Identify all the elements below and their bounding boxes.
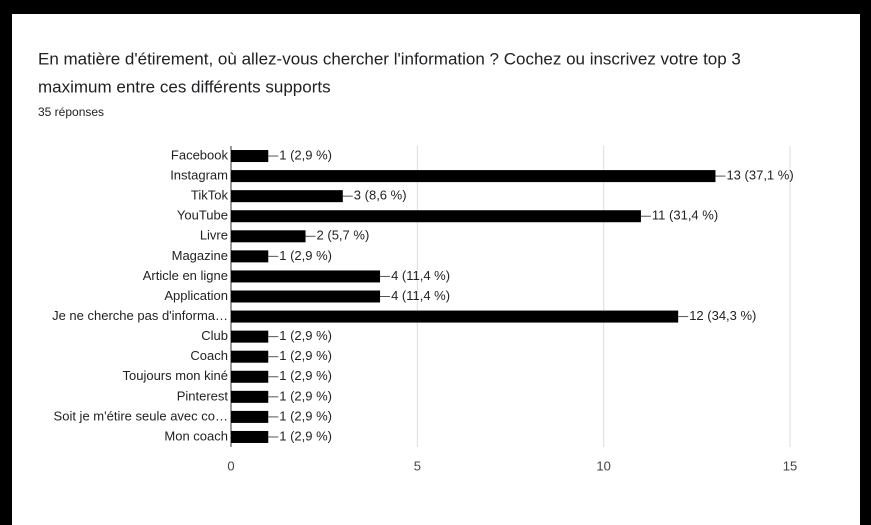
x-tick-label: 5 [414, 458, 421, 473]
frame-top [0, 0, 871, 14]
frame-left [0, 0, 12, 525]
data-label: 2 (5,7 %) [317, 228, 370, 243]
chart-subtitle: 35 réponses [38, 105, 104, 119]
chart-title: En matière d'étirement, où allez-vous ch… [38, 49, 741, 68]
y-tick-label: Magazine [172, 248, 228, 263]
data-label: 3 (8,6 %) [354, 188, 407, 203]
bar [231, 190, 343, 203]
bar [231, 430, 269, 443]
y-tick-label: TikTok [191, 188, 229, 203]
y-tick-label: Facebook [171, 147, 229, 162]
y-tick-label: Livre [200, 228, 228, 243]
chart-title-line2: maximum entre ces différents supports [38, 77, 331, 96]
data-label: 1 (2,9 %) [279, 428, 332, 443]
y-tick-label: Article en ligne [143, 268, 228, 283]
data-label: 13 (37,1 %) [726, 168, 793, 183]
bar [231, 410, 269, 423]
data-label: 1 (2,9 %) [279, 348, 332, 363]
bar [231, 270, 381, 283]
x-tick-label: 10 [596, 458, 610, 473]
data-label: 1 (2,9 %) [279, 408, 332, 423]
data-label: 1 (2,9 %) [279, 147, 332, 162]
y-tick-label: Club [201, 328, 228, 343]
y-tick-label: Pinterest [177, 388, 229, 403]
bar [231, 330, 269, 343]
y-tick-label: Je ne cherche pas d'informa… [52, 308, 228, 323]
y-tick-label: Mon coach [164, 428, 228, 443]
bar [231, 370, 269, 383]
data-label: 1 (2,9 %) [279, 388, 332, 403]
bar [231, 290, 381, 303]
bar [231, 210, 641, 223]
bar [231, 150, 269, 163]
data-label: 4 (11,4 %) [391, 288, 450, 303]
x-tick-label: 15 [783, 458, 797, 473]
data-label: 11 (31,4 %) [652, 208, 718, 223]
y-tick-label: Instagram [170, 168, 228, 183]
bar [231, 230, 306, 243]
y-tick-label: Application [164, 288, 228, 303]
y-tick-label: YouTube [177, 208, 228, 223]
data-label: 1 (2,9 %) [279, 328, 332, 343]
data-label: 4 (11,4 %) [391, 268, 450, 283]
bar [231, 350, 269, 363]
bar [231, 310, 679, 323]
data-label: 1 (2,9 %) [279, 368, 332, 383]
data-label: 1 (2,9 %) [279, 248, 332, 263]
y-tick-label: Toujours mon kiné [123, 368, 229, 383]
bar [231, 390, 269, 403]
y-tick-label: Soit je m'étire seule avec co… [54, 408, 228, 423]
frame-right [860, 0, 871, 525]
x-tick-label: 0 [227, 458, 234, 473]
bar [231, 170, 716, 183]
data-label: 12 (34,3 %) [689, 308, 756, 323]
bar [231, 250, 269, 263]
y-tick-label: Coach [190, 348, 228, 363]
